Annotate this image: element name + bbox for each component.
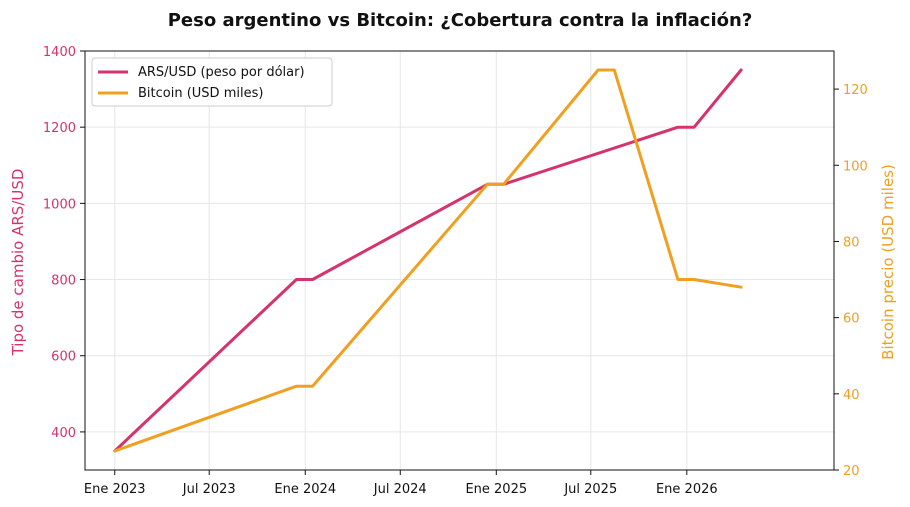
x-axis: Ene 2023 Jul 2023 Ene 2024 Jul 2024 Ene 2025… <box>84 470 718 497</box>
y-right-tick-label: 40 <box>843 388 860 403</box>
y-left-tick-label: 1400 <box>43 45 76 60</box>
series-layer <box>113 68 743 453</box>
x-tick-label: Jul 2024 <box>373 482 427 497</box>
y-left-tick-label: 800 <box>51 274 76 289</box>
y-left-tick-label: 400 <box>51 426 76 441</box>
chart-title: Peso argentino vs Bitcoin: ¿Cobertura co… <box>168 10 753 31</box>
y-left-axis-label: Tipo de cambio ARS/USD <box>9 169 27 357</box>
x-tick-label: Ene 2023 <box>84 482 146 497</box>
x-tick-label: Ene 2024 <box>274 482 336 497</box>
x-tick-label: Jul 2025 <box>563 482 617 497</box>
plot-frame <box>84 50 835 471</box>
y-left-tick-label: 600 <box>51 350 76 365</box>
y-right-tick-label: 20 <box>843 464 860 479</box>
y-right-tick-label: 100 <box>843 159 868 174</box>
x-tick-label: Jul 2023 <box>182 482 236 497</box>
grid <box>85 50 834 470</box>
y-left-axis: 400 600 800 1000 1200 1400 <box>43 45 85 441</box>
y-right-tick-label: 80 <box>843 235 860 250</box>
y-left-tick-label: 1000 <box>43 197 76 212</box>
y-right-tick-label: 120 <box>843 83 868 98</box>
series-line-bitcoin <box>113 68 743 453</box>
y-left-tick-label: 1200 <box>43 121 76 136</box>
legend: ARS/USD (peso por dólar) Bitcoin (USD mi… <box>91 57 333 107</box>
y-right-axis: 20 40 60 80 100 120 <box>834 83 868 479</box>
legend-label-ars: ARS/USD (peso por dólar) <box>138 65 305 80</box>
x-tick-label: Ene 2026 <box>656 482 718 497</box>
legend-box <box>91 57 333 107</box>
x-tick-label: Ene 2025 <box>465 482 527 497</box>
y-right-tick-label: 60 <box>843 312 860 327</box>
legend-label-bitcoin: Bitcoin (USD miles) <box>138 86 263 101</box>
y-right-axis-label: Bitcoin precio (USD miles) <box>879 164 897 360</box>
